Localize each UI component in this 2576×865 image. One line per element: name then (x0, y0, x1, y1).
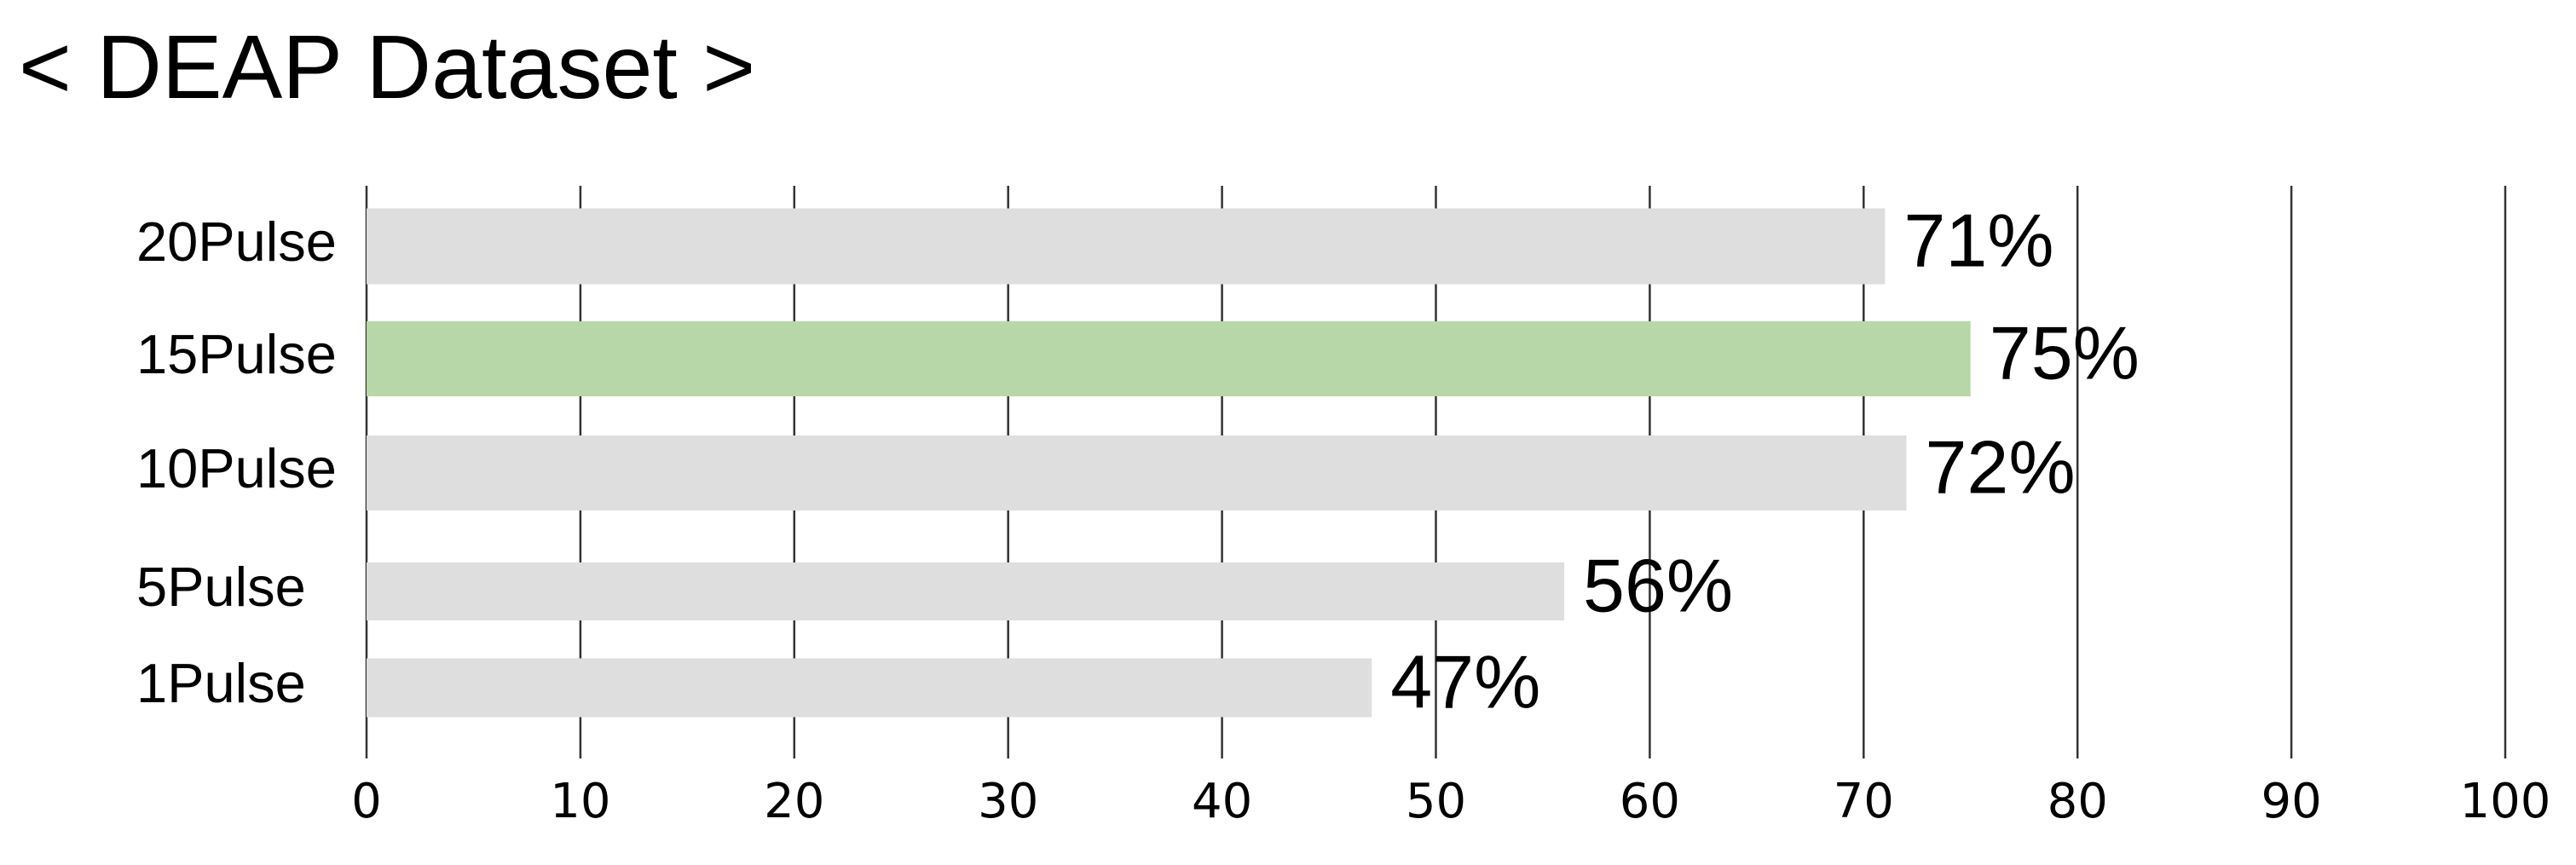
x-tick-label: 0 (351, 774, 382, 829)
x-tick-label: 20 (764, 774, 824, 829)
bar (367, 435, 1907, 510)
x-tick-label: 30 (978, 774, 1038, 829)
x-tick-label: 50 (1406, 774, 1466, 829)
bar (367, 658, 1372, 718)
bar (367, 321, 1971, 396)
y-tick-label: 1Pulse (136, 652, 306, 714)
y-tick-label: 5Pulse (136, 556, 306, 618)
x-tick-label: 70 (1834, 774, 1894, 829)
y-tick-label: 15Pulse (136, 323, 337, 385)
y-tick-label: 10Pulse (136, 437, 337, 499)
x-tick-label: 10 (550, 774, 610, 829)
value-label: 56% (1583, 543, 1733, 627)
value-label: 71% (1903, 198, 2053, 282)
value-label: 75% (1990, 310, 2140, 395)
y-tick-label: 20Pulse (136, 210, 337, 273)
x-tick-label: 80 (2048, 774, 2108, 829)
x-tick-label: 100 (2460, 774, 2551, 829)
bar (367, 208, 1886, 285)
x-tick-label: 40 (1192, 774, 1252, 829)
x-tick-label: 60 (1620, 774, 1680, 829)
x-tick-label: 90 (2261, 774, 2321, 829)
bar (367, 562, 1565, 620)
value-label: 47% (1390, 639, 1540, 724)
chart-title: < DEAP Dataset > (19, 17, 755, 118)
value-label: 72% (1925, 424, 2075, 509)
